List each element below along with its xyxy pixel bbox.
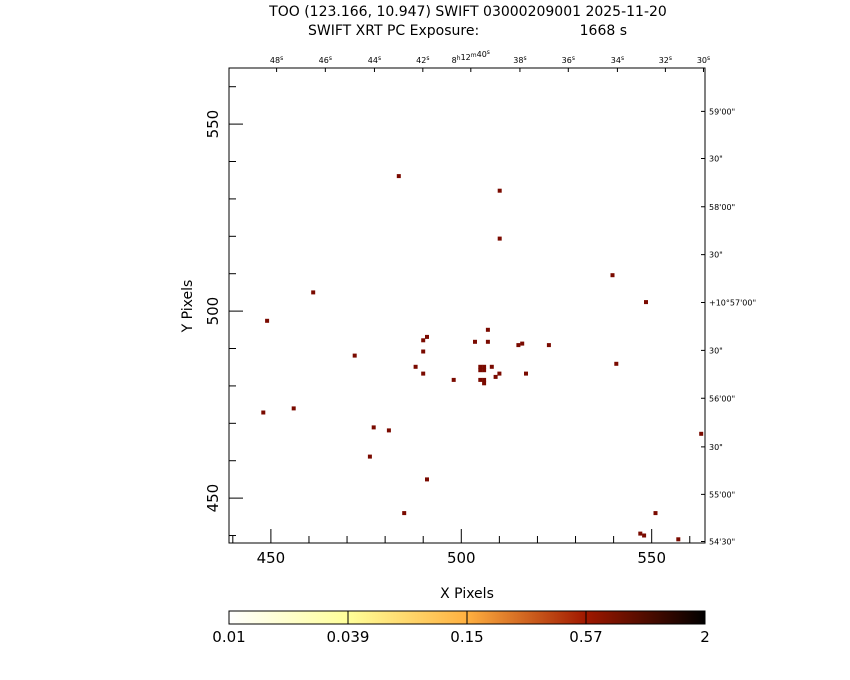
data-point [653, 511, 658, 516]
dec-tick-label: 30" [709, 346, 723, 355]
data-point [482, 364, 487, 369]
data-point [396, 174, 401, 179]
colorbar-tick-label: 0.57 [569, 628, 602, 646]
data-point [451, 377, 456, 382]
data-point [489, 364, 494, 369]
data-point [425, 477, 429, 482]
data-point [478, 377, 483, 382]
data-point [614, 361, 619, 366]
ra-tick-label: 36s [562, 55, 575, 65]
y-tick-label: 500 [204, 297, 222, 326]
colorbar-tick-label: 0.15 [450, 628, 483, 646]
ra-tick-label: 46s [319, 55, 332, 65]
x-tick-label: 550 [637, 549, 666, 567]
data-point [497, 371, 502, 376]
y-tick-label: 550 [204, 110, 222, 139]
data-point [699, 431, 704, 436]
data-point [482, 368, 487, 373]
data-point [371, 425, 376, 430]
ra-tick-label: 42s [416, 55, 429, 65]
dec-tick-label: 30" [709, 443, 723, 452]
plot-frame [228, 67, 706, 544]
data-point [402, 511, 407, 516]
colorbar: 0.01 0.039 0.15 0.57 2 [212, 610, 710, 646]
data-point [546, 343, 551, 348]
data-point [352, 353, 357, 358]
dec-tick-label: 30" [709, 155, 723, 164]
data-point [425, 334, 429, 339]
data-point [473, 339, 477, 344]
ra-tick-label: 34s [611, 55, 624, 65]
data-point [520, 341, 525, 346]
data-point [493, 374, 498, 379]
data-point [482, 377, 487, 382]
colorbar-tick-label: 0.039 [327, 628, 370, 646]
data-point [644, 300, 648, 305]
data-point [485, 339, 490, 344]
data-point [497, 236, 502, 241]
dec-tick-label: 58'00" [709, 203, 735, 212]
data-point [478, 368, 483, 373]
dec-tick-label: 59'00" [709, 107, 735, 116]
data-point [421, 338, 426, 343]
chart-title-exposure-value: 1668 s [580, 23, 627, 39]
dec-tick-label: 54'30" [709, 538, 735, 547]
data-point [676, 537, 681, 542]
data-point [610, 273, 615, 278]
ra-tick-label: 38s [513, 55, 526, 65]
ra-tick-label: 44s [368, 55, 381, 65]
x-axis-label: X Pixels [440, 586, 494, 602]
data-points [261, 174, 704, 542]
data-point [485, 327, 490, 332]
x-tick-label: 450 [257, 549, 286, 567]
data-point [291, 406, 296, 411]
data-point [261, 410, 266, 415]
data-point [478, 364, 483, 369]
data-point [386, 428, 391, 433]
data-point [497, 188, 502, 193]
data-point [642, 533, 647, 538]
ra-tick-label: 48s [270, 55, 283, 65]
ra-tick-label: 32s [659, 55, 672, 65]
dec-tick-label: +10°57'00" [709, 299, 756, 308]
data-point [421, 349, 426, 354]
ra-tick-label: 8h12m40s [452, 49, 490, 65]
dec-tick-label: 30" [709, 251, 723, 260]
dec-tick-label: 56'00" [709, 394, 735, 403]
data-point [311, 290, 316, 295]
colorbar-tick-label: 0.01 [212, 628, 245, 646]
data-point [421, 371, 426, 376]
data-point [265, 318, 270, 323]
data-point [413, 364, 418, 369]
data-point [516, 343, 521, 348]
plot-axes: 450 500 550 450 500 550 48s 46s 44s 42s 8h12m40s 38… [204, 49, 756, 567]
data-point [638, 531, 643, 536]
y-axis-label: Y Pixels [180, 280, 196, 334]
data-point [524, 371, 528, 376]
data-point [482, 381, 487, 386]
dec-tick-label: 55'00" [709, 490, 735, 499]
y-tick-label: 450 [204, 484, 222, 513]
chart-title-line1: TOO (123.166, 10.947) SWIFT 03000209001 … [268, 4, 667, 20]
colorbar-tick-label: 2 [700, 628, 710, 646]
chart-title-exposure-label: SWIFT XRT PC Exposure: [308, 23, 479, 39]
ra-tick-label: 30s [697, 55, 710, 65]
data-point [367, 454, 372, 459]
x-tick-label: 500 [447, 549, 476, 567]
